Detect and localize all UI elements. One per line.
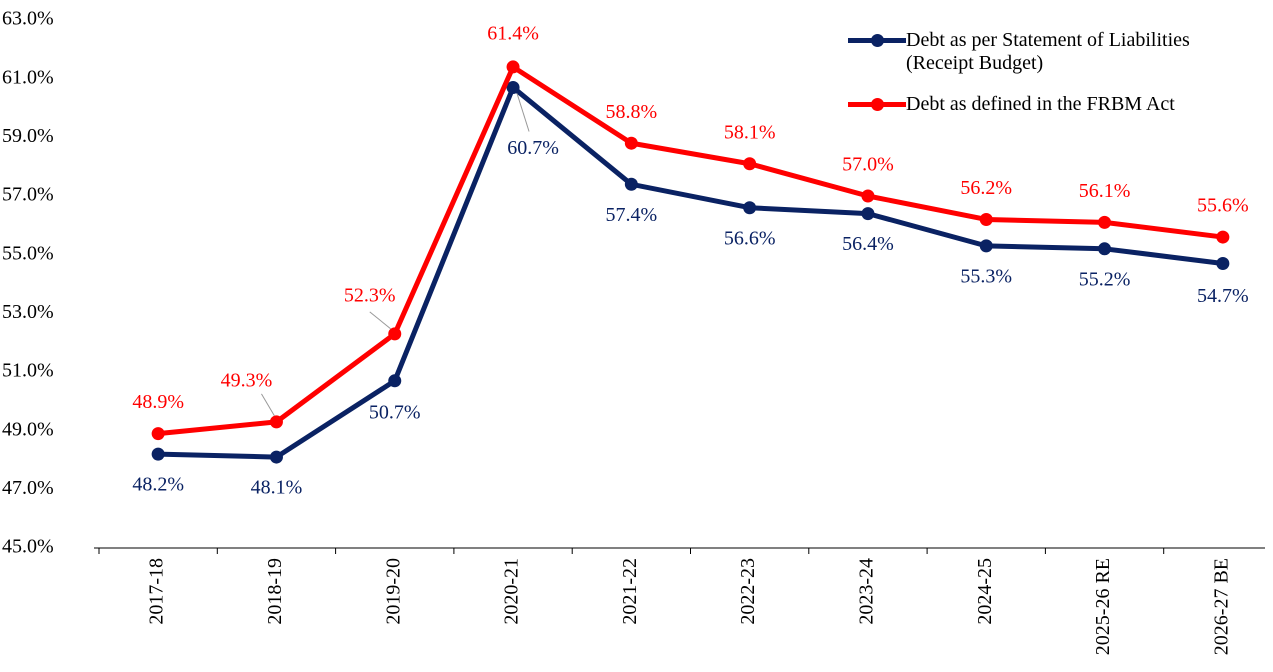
y-tick-label: 53.0% — [2, 301, 54, 323]
series-line — [157, 64, 1224, 437]
x-tick-label: 2022-23 — [737, 558, 759, 625]
legend-label: Debt as per Statement of Liabilities (Re… — [906, 29, 1190, 74]
data-label: 50.7% — [369, 401, 421, 423]
data-label: 55.6% — [1197, 195, 1249, 217]
x-tick-label: 2021-22 — [619, 558, 641, 625]
y-tick-label: 63.0% — [2, 8, 54, 30]
data-label: 56.2% — [960, 177, 1012, 199]
data-label: 60.7% — [507, 137, 559, 159]
x-tick-label: 2020-21 — [501, 558, 523, 625]
data-point — [1216, 230, 1230, 244]
data-point — [1216, 256, 1230, 270]
y-tick-label: 61.0% — [2, 66, 54, 88]
data-label: 57.4% — [606, 204, 658, 226]
data-label: 48.1% — [251, 477, 303, 499]
data-point — [861, 189, 875, 203]
data-label: 48.2% — [132, 474, 184, 496]
y-tick-label: 57.0% — [2, 184, 54, 206]
x-tick-label: 2017-18 — [146, 558, 168, 625]
data-label: 58.8% — [606, 101, 658, 123]
legend-key — [848, 93, 906, 116]
data-label: 49.3% — [221, 369, 273, 391]
y-tick-label: 51.0% — [2, 360, 54, 382]
y-tick-label: 45.0% — [2, 536, 54, 558]
legend-key — [848, 29, 906, 52]
data-point — [151, 447, 165, 461]
legend-item: Debt as per Statement of Liabilities (Re… — [848, 29, 1256, 75]
data-point — [269, 415, 283, 429]
data-label: 48.9% — [132, 391, 184, 413]
data-point — [388, 374, 402, 388]
data-label: 55.3% — [960, 265, 1012, 287]
leader-line — [261, 393, 275, 417]
x-tick-label: 2023-24 — [856, 558, 878, 625]
series-line — [158, 84, 1224, 460]
data-point — [624, 177, 638, 191]
data-point — [861, 207, 875, 221]
y-tick-label: 59.0% — [2, 125, 54, 147]
data-label: 58.1% — [724, 121, 776, 143]
leader-line — [369, 311, 392, 330]
data-label: 52.3% — [344, 284, 396, 306]
data-label: 61.4% — [487, 23, 539, 45]
data-point — [624, 136, 638, 150]
data-point — [151, 427, 165, 441]
data-label: 56.6% — [724, 227, 776, 249]
x-tick-label: 2025-26 RE — [1092, 558, 1114, 655]
data-label: 55.2% — [1079, 268, 1131, 290]
data-point — [1098, 215, 1112, 229]
data-point — [979, 212, 993, 226]
y-tick-label: 47.0% — [2, 477, 54, 499]
x-tick-label: 2018-19 — [264, 558, 286, 625]
x-tick-label: 2026-27 BE — [1210, 558, 1232, 655]
y-tick-label: 49.0% — [2, 418, 54, 440]
legend-label: Debt as defined in the FRBM Act — [906, 93, 1175, 115]
data-label: 54.7% — [1197, 285, 1249, 307]
data-point — [743, 201, 757, 215]
data-label: 56.1% — [1079, 180, 1131, 202]
y-tick-label: 55.0% — [2, 242, 54, 264]
data-point — [388, 327, 402, 341]
x-tick-label: 2019-20 — [382, 558, 404, 625]
leader-line — [516, 93, 530, 132]
data-label: 56.4% — [842, 233, 894, 255]
data-point — [979, 239, 993, 253]
legend-item: Debt as defined in the FRBM Act — [848, 93, 1256, 116]
data-label: 57.0% — [842, 154, 894, 176]
data-point — [1098, 242, 1112, 256]
data-point — [269, 450, 283, 464]
data-point — [506, 80, 520, 94]
x-tick-label: 2024-25 — [974, 558, 996, 625]
data-point — [743, 157, 757, 171]
data-point — [506, 60, 520, 74]
